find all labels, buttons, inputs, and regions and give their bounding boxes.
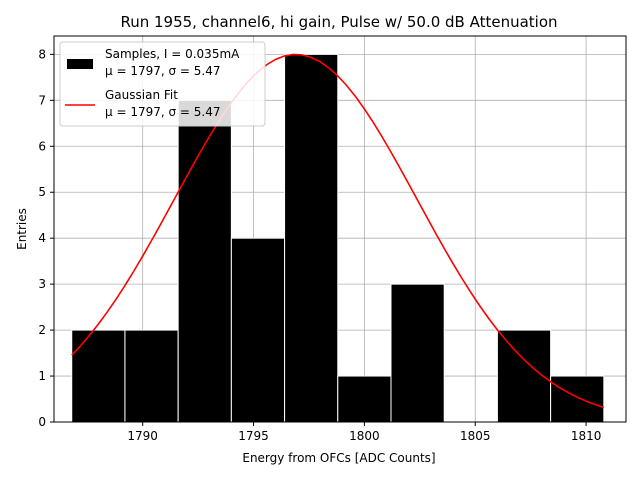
legend-stats-fit: μ = 1797, σ = 5.47 xyxy=(105,105,221,119)
histogram-bar-6 xyxy=(390,283,445,423)
legend-swatch-samples xyxy=(67,59,93,69)
y-tick-label-0: 0 xyxy=(38,415,46,429)
y-tick-label-6: 6 xyxy=(38,139,46,153)
legend-label-fit: Gaussian Fit xyxy=(105,88,178,102)
x-tick-label-2: 1800 xyxy=(349,429,380,443)
legend-stats-samples: μ = 1797, σ = 5.47 xyxy=(105,64,221,78)
y-tick-label-8: 8 xyxy=(38,47,46,61)
chart-title: Run 1955, channel6, hi gain, Pulse w/ 50… xyxy=(120,13,557,31)
y-tick-label-3: 3 xyxy=(38,277,46,291)
y-tick-label-7: 7 xyxy=(38,93,46,107)
legend: Samples, I = 0.035mA μ = 1797, σ = 5.47 … xyxy=(59,41,266,127)
histogram-bar-9 xyxy=(550,375,605,423)
histogram-bar-0 xyxy=(71,329,126,423)
x-tick-label-1: 1795 xyxy=(238,429,269,443)
histogram-bar-5 xyxy=(337,375,392,423)
legend-label-samples: Samples, I = 0.035mA xyxy=(105,47,240,61)
histogram-bar-2 xyxy=(177,99,232,423)
y-tick-label-1: 1 xyxy=(38,369,46,383)
y-tick-label-5: 5 xyxy=(38,185,46,199)
y-axis-ticks: 0 1 2 3 4 5 6 7 8 xyxy=(38,47,54,429)
x-axis-label: Energy from OFCs [ADC Counts] xyxy=(242,451,435,465)
histogram-bar-3 xyxy=(230,237,286,423)
y-tick-label-4: 4 xyxy=(38,231,46,245)
gaussian-fit-line xyxy=(71,53,605,409)
x-tick-label-4: 1810 xyxy=(571,429,602,443)
x-tick-label-0: 1790 xyxy=(127,429,158,443)
x-tick-label-3: 1805 xyxy=(460,429,491,443)
y-tick-label-2: 2 xyxy=(38,323,46,337)
legend-box xyxy=(59,41,266,127)
plot-frame xyxy=(53,35,627,423)
y-axis-label: Entries xyxy=(15,208,29,250)
histogram-bar-1 xyxy=(124,329,179,423)
x-axis-ticks: 1790 1795 1800 1805 1810 xyxy=(127,422,601,443)
histogram-bar-4 xyxy=(284,53,339,423)
